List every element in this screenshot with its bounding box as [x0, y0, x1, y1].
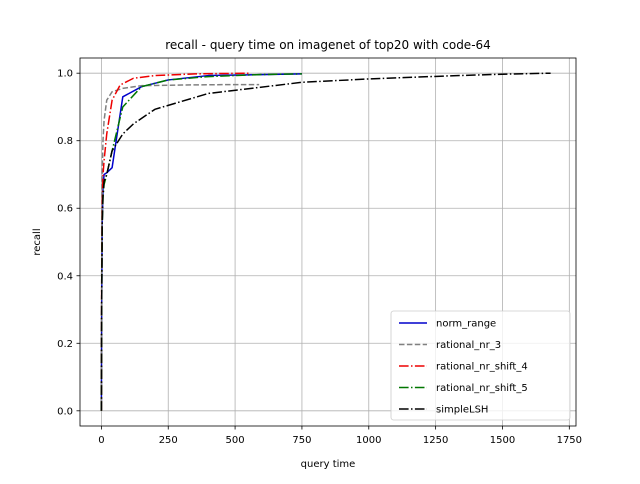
legend-box: [390, 310, 571, 421]
y-ticks: 0.0 0.2 0.4 0.6 0.8 1.0: [57, 69, 80, 417]
y-tick-label: 0.8: [57, 136, 73, 147]
series-line-rational-nr-shift-4: [100, 72, 249, 411]
series-line-simplelsh: [100, 72, 551, 411]
x-tick-label: 500: [226, 435, 245, 446]
chart-title: recall - query time on imagenet of top20…: [165, 38, 491, 52]
x-tick-label: 750: [292, 435, 311, 446]
series-line-rational-nr-3: [100, 83, 260, 411]
x-tick-label: 1000: [356, 435, 381, 446]
y-tick-label: 0.2: [57, 339, 73, 350]
x-tick-label: 1500: [490, 435, 515, 446]
legend-label: rational_nr_shift_5: [436, 383, 528, 394]
x-tick-label: 1750: [557, 435, 582, 446]
legend: norm_range rational_nr_3 rational_nr_shift…: [390, 310, 571, 421]
y-tick-label: 0.0: [57, 406, 73, 417]
legend-label: simpleLSH: [436, 405, 488, 416]
x-axis-label: query time: [301, 459, 356, 470]
legend-label: rational_nr_3: [436, 340, 501, 351]
y-tick-label: 0.6: [57, 204, 73, 215]
y-axis-label: recall: [32, 228, 43, 255]
x-tick-label: 1250: [423, 435, 448, 446]
series-lines: [100, 72, 551, 411]
x-tick-label: 0: [98, 435, 104, 446]
axes-frame: [79, 57, 577, 427]
legend-label: rational_nr_shift_4: [436, 362, 528, 373]
y-tick-label: 0.4: [57, 271, 73, 282]
legend-label: norm_range: [436, 319, 496, 330]
x-tick-label: 250: [159, 435, 178, 446]
x-ticks: 0 250 500 750 1000 1250 1500 1750: [98, 426, 582, 446]
y-tick-label: 1.0: [57, 69, 73, 80]
